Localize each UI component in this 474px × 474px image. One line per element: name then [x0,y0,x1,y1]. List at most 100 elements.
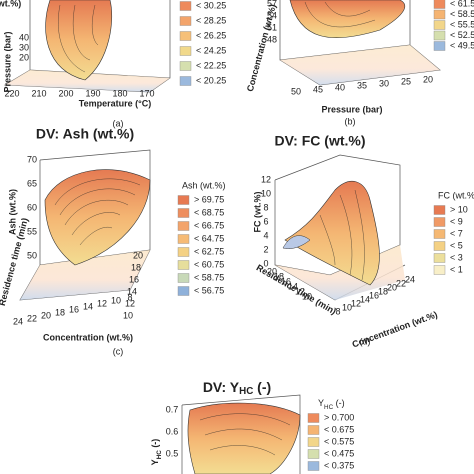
legend-label: < 24.25 [196,45,226,55]
tick-label: 50 [291,86,301,96]
tick-label: 40 [19,32,29,42]
panel-title-main: DV: Y [203,379,240,395]
axis-label-sub: HC [156,450,163,460]
legend-swatch [433,253,446,263]
axis-label: Ash (wt.%) [7,189,17,235]
legend-label: > 10 [450,204,468,214]
legend-label: < 49.5 [450,40,474,50]
tick-label: 18 [131,262,141,272]
tick-label: 12 [351,298,361,308]
panel-caption: (a) [113,118,124,128]
legend-swatch [307,449,320,459]
tick-label: 30 [19,42,29,52]
panel-e-plot [181,394,301,474]
legend-swatch [177,273,190,283]
legend-label: < 66.75 [194,220,224,230]
legend-label: < 0.375 [324,460,354,470]
legend-label: < 28.25 [196,15,226,25]
panel-caption: (b) [345,116,356,126]
tick-label: 170 [139,88,154,98]
tick-label: 16 [129,274,139,284]
tick-label: 25 [401,76,411,86]
panel-title: DV: Ash (wt.%) [36,126,134,142]
axis-label-tail: (-) [150,439,160,451]
legend-label: < 52.5 [450,30,474,40]
legend-swatch [433,9,446,20]
legend-label: < 64.75 [194,233,224,243]
legend-swatch [307,413,320,423]
tick-label: 12 [261,174,271,184]
tick-label: 16 [69,304,79,314]
legend-label: < 56.75 [194,285,224,295]
legend-label: < 0.475 [324,448,354,458]
legend-swatch [307,437,320,447]
tick-label: 210 [31,88,46,98]
legend-label: > 0.700 [324,412,354,422]
legend-swatch [177,195,190,205]
tick-label: 220 [4,88,19,98]
tick-label: 57 [267,0,277,8]
legend-swatch [307,425,320,435]
tick-label: 70 [27,154,37,164]
legend-title: YHC (-) [318,398,345,410]
legend-label: < 0.675 [324,424,354,434]
legend-label: < 30.25 [196,0,226,10]
legend-label: < 55.5 [450,19,474,29]
legend-swatch [179,76,192,86]
tick-label: 60 [27,202,37,212]
tick-label: 20 [267,266,277,276]
legend-label: < 9 [450,216,463,226]
legend-label: < 20.25 [196,75,226,85]
tick-label: 18 [55,307,65,317]
tick-label: 10 [123,310,133,320]
legend-swatch [179,31,192,41]
panel-title-tail: (-) [253,379,271,395]
tick-label: 12 [125,298,135,308]
tick-label: 20 [387,282,397,292]
legend-title-sub: HC [324,404,334,411]
tick-label: 200 [58,88,73,98]
legend-label: < 22.25 [196,60,226,70]
legend-swatch [177,234,190,244]
tick-label: 10 [261,188,271,198]
axis-label-main: Y [150,459,160,465]
legend-title-main: Y [318,398,324,408]
axis-label: Pressure (bar) [2,31,12,92]
tick-label: 24 [405,274,415,284]
panel-b-plot [279,0,441,86]
panel-title-sub: HC [239,386,253,397]
legend-swatch [433,41,446,51]
legend-label: < 0.575 [324,436,354,446]
legend-label: < 61.5 [450,0,474,8]
legend-title: Ash (wt.%) [182,180,226,190]
legend-label: < 5 [450,240,463,250]
tick-label: 8 [127,292,132,302]
panel-c-plot [19,149,151,301]
tick-label: 24 [13,316,23,326]
tick-label: 0.7 [166,404,179,414]
legend-swatch [433,241,446,251]
legend-swatch [179,1,192,11]
legend-swatch [177,286,190,296]
tick-label: 14 [360,294,370,304]
legend-swatch [177,208,190,218]
tick-label: 180 [112,88,127,98]
tick-label: 16 [281,276,291,286]
legend-label: < 58.5 [450,9,474,19]
tick-label: 14 [288,281,298,291]
axis-label: Temperature (°C) [79,98,151,108]
panel-caption: (d) [360,336,371,346]
tick-label: 10 [302,291,312,301]
legend-swatch [433,20,446,30]
tick-label: 190 [85,88,100,98]
tick-label: 0 [263,258,268,268]
legend-title: FC (wt.%) [438,190,474,200]
panel-title: DV: YHC (-) [203,379,271,397]
legend-swatch [177,260,190,270]
tick-label: 18 [274,271,284,281]
tick-label: 51 [267,22,277,32]
legend-label: < 60.75 [194,259,224,269]
legend-swatch [433,30,446,41]
tick-label: 22 [27,313,37,323]
tick-label: 8 [263,202,268,212]
